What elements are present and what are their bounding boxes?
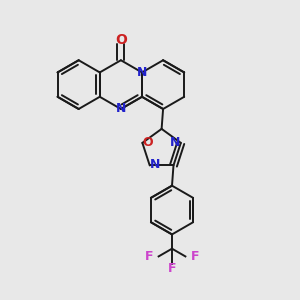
Text: F: F	[145, 250, 153, 263]
Text: N: N	[137, 66, 147, 79]
Text: F: F	[168, 262, 176, 275]
Text: N: N	[150, 158, 160, 171]
Text: N: N	[116, 103, 126, 116]
Text: N: N	[170, 136, 181, 149]
Text: O: O	[115, 33, 127, 47]
Text: O: O	[142, 136, 153, 149]
Text: F: F	[191, 250, 199, 263]
